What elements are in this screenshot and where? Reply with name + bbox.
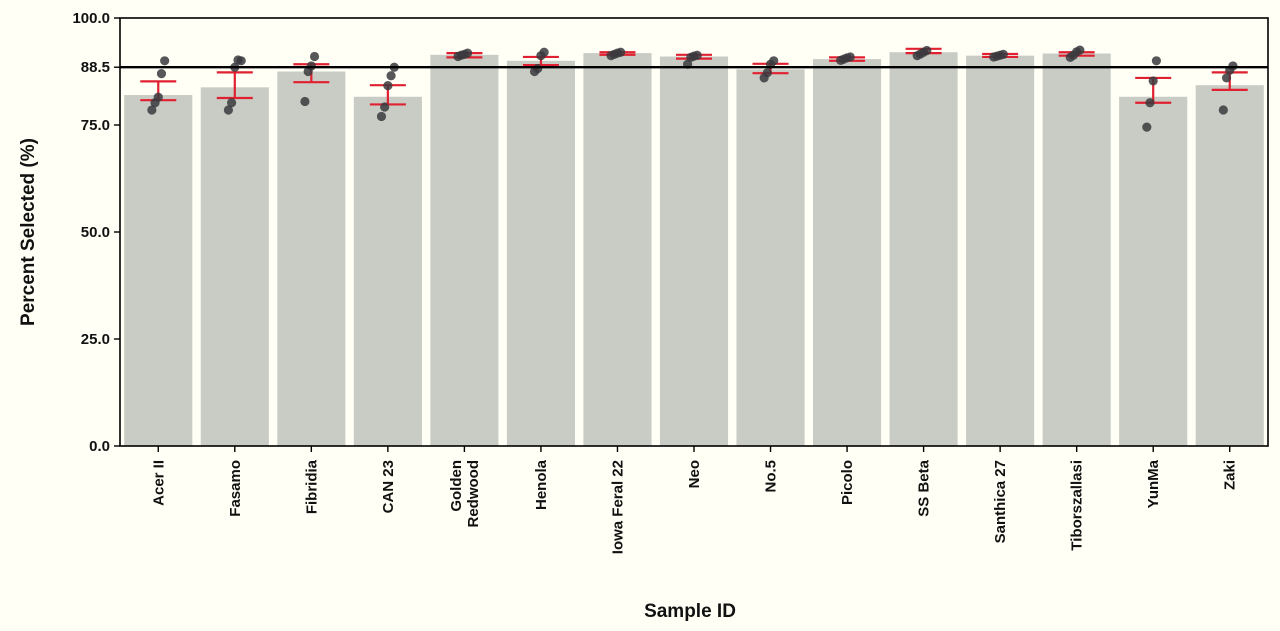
- x-tick-label-line: No.5: [763, 460, 780, 493]
- x-tick-label-line: Tiborszallasi: [1069, 460, 1086, 551]
- x-tick-label: Neo: [686, 460, 703, 488]
- data-point: [300, 96, 310, 107]
- x-tick-label-line: SS Beta: [916, 459, 933, 516]
- bar: [1119, 96, 1188, 446]
- data-point: [998, 49, 1008, 59]
- x-tick-label-line: Neo: [686, 460, 703, 488]
- bar: [506, 60, 575, 447]
- bar: [1042, 53, 1111, 447]
- x-tick-label-line: Santhica 27: [992, 460, 1009, 543]
- x-tick-label: Picolo: [839, 460, 856, 505]
- data-point: [533, 63, 543, 74]
- bar: [200, 87, 269, 446]
- x-tick-label-line: Golden: [448, 460, 465, 512]
- data-point: [769, 56, 779, 66]
- data-point: [762, 68, 772, 78]
- x-tick-label-line: Fibridia: [303, 459, 320, 514]
- data-point: [845, 52, 855, 62]
- y-tick-label: 25.0: [81, 331, 110, 348]
- bar: [124, 95, 193, 446]
- y-tick-label: 100.0: [72, 10, 110, 27]
- x-tick-label-line: Picolo: [839, 460, 856, 505]
- x-tick-label-line: Zaki: [1222, 460, 1239, 490]
- bar: [430, 54, 499, 447]
- data-point: [1151, 56, 1161, 66]
- data-point: [1218, 105, 1228, 115]
- data-point: [539, 47, 549, 57]
- bar: [889, 52, 958, 447]
- x-tick-label-line: CAN 23: [380, 460, 397, 513]
- x-tick-label-line: YunMa: [1145, 459, 1162, 508]
- x-tick-label: Acer II: [150, 460, 167, 506]
- x-tick-label-line: Redwood: [465, 460, 482, 528]
- x-tick-label: YunMa: [1145, 459, 1162, 508]
- x-tick-label: No.5: [763, 460, 780, 493]
- bars-layer: [124, 52, 1264, 447]
- x-tick-label-line: Iowa Feral 22: [609, 460, 626, 554]
- data-point: [1075, 45, 1085, 55]
- data-point: [922, 45, 932, 56]
- x-tick-label: Iowa Feral 22: [609, 460, 626, 554]
- y-tick-label: 88.5: [81, 59, 110, 76]
- data-point: [309, 51, 320, 62]
- x-tick-label: Fasamo: [227, 460, 244, 517]
- data-point: [153, 92, 163, 102]
- x-tick-label: SS Beta: [916, 459, 933, 516]
- x-tick-label: Tiborszallasi: [1069, 460, 1086, 551]
- x-tick-label-line: Henola: [533, 459, 550, 510]
- x-axis-title: Sample ID: [644, 601, 736, 622]
- data-point: [616, 47, 626, 57]
- data-point: [1148, 76, 1158, 86]
- data-point: [376, 111, 387, 122]
- bar: [1195, 85, 1264, 447]
- data-point: [1142, 122, 1152, 132]
- bar: [353, 96, 422, 446]
- data-point: [383, 81, 393, 91]
- bar: [659, 56, 729, 447]
- bar: [583, 53, 652, 446]
- data-points-layer: [147, 45, 1238, 132]
- data-point: [147, 105, 157, 115]
- x-tick-label: Henola: [533, 459, 550, 510]
- x-tick-label: GoldenRedwood: [448, 460, 482, 528]
- y-tick-label: 50.0: [81, 224, 110, 241]
- x-tick-label: Santhica 27: [992, 460, 1009, 543]
- x-tick-label: CAN 23: [380, 460, 397, 513]
- bar: [813, 59, 882, 446]
- data-point: [463, 48, 473, 58]
- axes-layer: 0.0 25.0 50.0 75.0 88.5 100.0 Acer II Fasamo Fib…: [72, 10, 1269, 554]
- y-tick-label: 0.0: [89, 438, 110, 455]
- x-tick-label: Zaki: [1222, 460, 1239, 490]
- y-axis-title: Percent Selected (%): [18, 138, 39, 326]
- x-tick-label-line: Acer II: [150, 460, 167, 506]
- data-point: [223, 105, 233, 115]
- bar: [736, 69, 805, 447]
- bar: [966, 55, 1035, 446]
- data-point: [380, 102, 390, 112]
- data-point: [156, 69, 167, 79]
- data-point: [386, 71, 396, 81]
- data-point: [306, 61, 316, 71]
- x-tick-label: Fibridia: [303, 459, 320, 514]
- data-point: [236, 56, 246, 66]
- y-tick-label: 75.0: [81, 117, 110, 134]
- x-tick-label-line: Fasamo: [227, 460, 244, 517]
- bar: [277, 71, 346, 446]
- data-point: [692, 50, 702, 60]
- data-point: [227, 98, 237, 108]
- data-point: [1221, 73, 1232, 83]
- data-point: [1228, 61, 1238, 71]
- data-point: [160, 56, 170, 66]
- data-point: [1145, 98, 1155, 108]
